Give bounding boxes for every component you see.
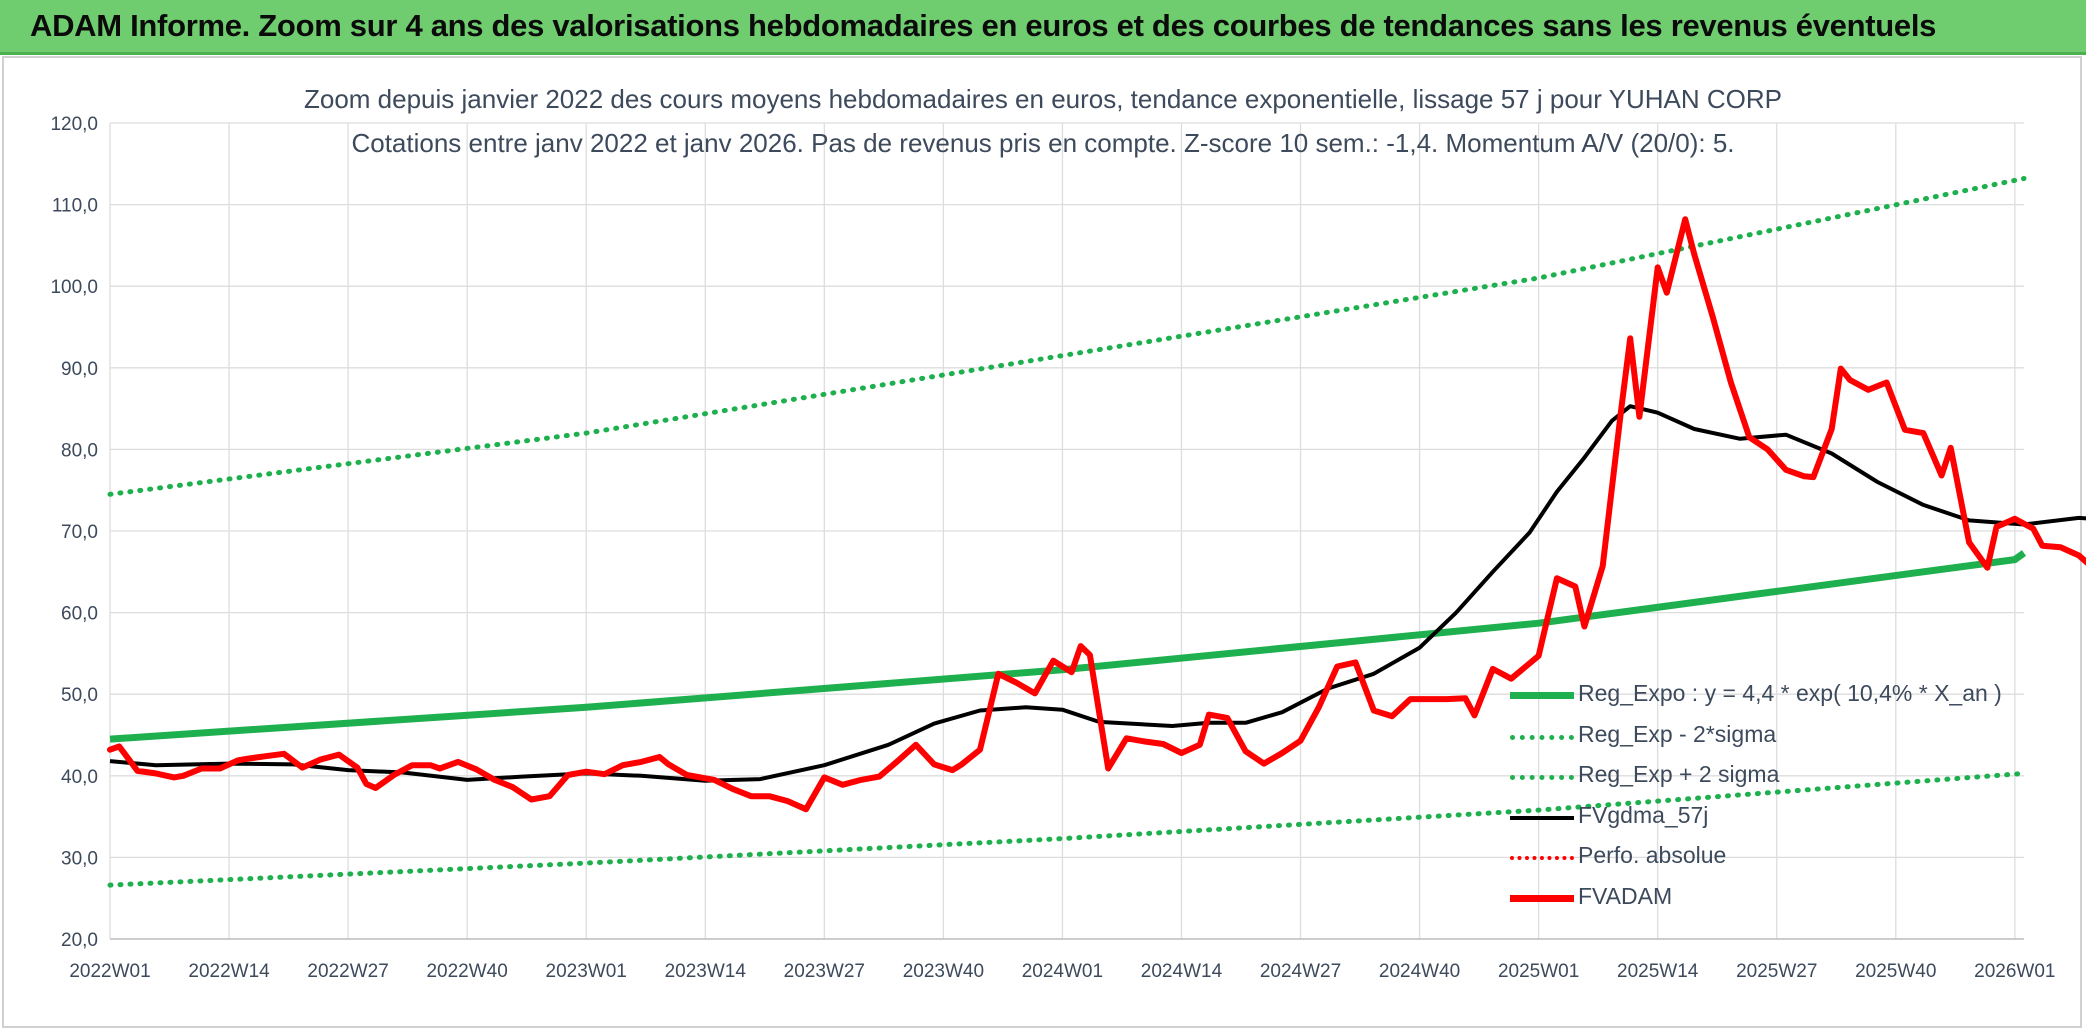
x-tick-label: 2022W40 [426, 961, 507, 982]
legend-label-fvgdma: FVgdma_57j [1578, 801, 1709, 828]
chart-legend: Reg_Expo : y = 4,4 * exp( 10,4% * X_an )… [1510, 676, 2030, 919]
legend-label-reg-exp-plus: Reg_Exp + 2 sigma [1578, 761, 1780, 787]
chart-subtitle: Cotations entre janv 2022 et janv 2026. … [351, 128, 1735, 158]
x-tick-label: 2023W01 [546, 961, 627, 982]
x-tick-label: 2023W27 [784, 961, 865, 982]
legend-item-reg-exp-minus: Reg_Exp - 2*sigma [1510, 717, 2030, 758]
y-tick-label: 70,0 [61, 522, 98, 543]
legend-item-fvgdma: FVgdma_57j [1510, 798, 2030, 839]
x-tick-label: 2024W14 [1141, 961, 1223, 982]
x-tick-label: 2022W01 [69, 961, 150, 982]
series-fvadam [107, 216, 2086, 813]
legend-label-perfo: Perfo. absolue [1578, 842, 1727, 868]
x-tick-label: 2024W01 [1022, 961, 1103, 982]
x-tick-label: 2025W14 [1617, 961, 1699, 982]
legend-label-reg-exp-minus: Reg_Exp - 2*sigma [1578, 720, 1777, 747]
legend-label-fvadam: FVADAM [1578, 882, 1673, 909]
x-tick-label: 2024W27 [1260, 961, 1341, 982]
y-tick-label: 110,0 [52, 196, 98, 217]
legend-swatch-fvadam [1510, 894, 1574, 902]
x-tick-label: 2023W14 [665, 961, 747, 982]
legend-swatch-reg-exp-minus [1510, 734, 1574, 740]
y-tick-label: 100,0 [50, 277, 98, 298]
x-tick-label: 2025W27 [1736, 961, 1817, 982]
legend-item-reg-expo: Reg_Expo : y = 4,4 * exp( 10,4% * X_an ) [1510, 676, 2030, 717]
x-tick-label: 2025W40 [1855, 961, 1936, 982]
x-tick-label: 2026W01 [1974, 961, 2055, 982]
legend-swatch-reg-exp-plus [1510, 775, 1574, 780]
y-tick-label: 30,0 [61, 848, 98, 869]
legend-swatch-perfo [1510, 856, 1574, 860]
y-tick-label: 60,0 [61, 604, 98, 625]
y-tick-label: 20,0 [61, 930, 98, 951]
legend-swatch-reg-expo [1510, 692, 1574, 699]
x-tick-label: 2024W40 [1379, 961, 1460, 982]
series-reg-exp-plus-2sigma [107, 176, 2027, 497]
legend-swatch-fvgdma [1510, 815, 1574, 820]
legend-label-reg-expo: Reg_Expo : y = 4,4 * exp( 10,4% * X_an ) [1578, 680, 2002, 706]
x-tick-label: 2022W14 [188, 961, 270, 982]
legend-item-perfo: Perfo. absolue [1510, 838, 2030, 879]
report-title: ADAM Informe. Zoom sur 4 ans des valoris… [30, 8, 1937, 43]
x-tick-label: 2025W01 [1498, 961, 1579, 982]
legend-item-reg-exp-plus: Reg_Exp + 2 sigma [1510, 757, 2030, 798]
y-tick-label: 50,0 [61, 685, 98, 706]
x-tick-label: 2023W40 [903, 961, 984, 982]
series-reg-expo [109, 550, 2027, 743]
y-tick-label: 80,0 [61, 440, 98, 461]
series-reg-exp-minus-2sigma [107, 770, 2027, 888]
y-tick-label: 40,0 [61, 767, 98, 788]
y-tick-label: 90,0 [61, 359, 98, 380]
chart-title: Zoom depuis janvier 2022 des cours moyen… [303, 84, 1783, 114]
x-tick-label: 2022W27 [307, 961, 388, 982]
legend-item-fvadam: FVADAM [1510, 879, 2030, 920]
report-banner: ADAM Informe. Zoom sur 4 ans des valoris… [0, 0, 2086, 55]
y-tick-label: 120,0 [50, 114, 98, 135]
